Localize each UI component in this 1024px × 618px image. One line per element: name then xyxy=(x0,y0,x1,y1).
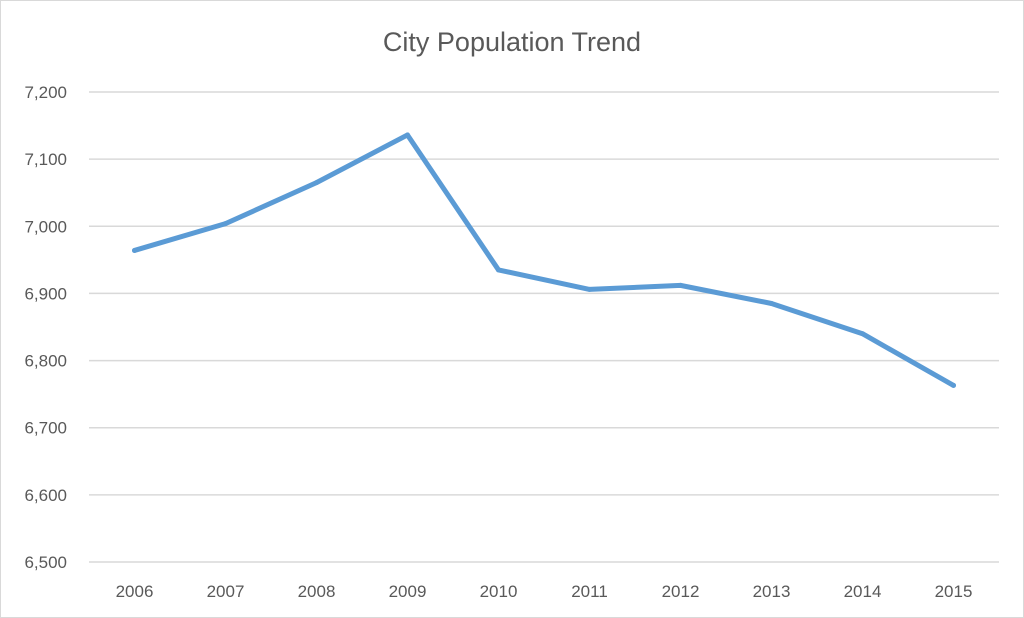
x-axis-tick-labels: 2006 2007 2008 2009 2010 2011 2012 2013 2014 2015 xyxy=(116,582,973,601)
y-tick-label: 7,100 xyxy=(24,150,67,169)
x-tick-label: 2011 xyxy=(571,582,608,601)
data-point xyxy=(314,180,319,186)
data-point xyxy=(587,286,592,292)
x-tick-label: 2010 xyxy=(480,582,518,601)
x-tick-label: 2007 xyxy=(207,582,245,601)
y-tick-label: 6,900 xyxy=(24,284,67,303)
gridlines xyxy=(89,91,999,563)
x-tick-label: 2006 xyxy=(116,582,154,601)
y-axis-tick-labels: 6,500 6,600 6,700 6,800 6,900 7,000 7,100 7,200 xyxy=(24,83,67,572)
data-point xyxy=(951,382,956,388)
data-point xyxy=(223,221,228,227)
data-point xyxy=(769,301,774,306)
y-tick-label: 6,700 xyxy=(24,419,67,438)
chart-title: City Population Trend xyxy=(383,27,641,57)
data-point xyxy=(860,331,865,337)
x-tick-label: 2013 xyxy=(753,582,791,601)
y-tick-label: 6,600 xyxy=(24,486,67,505)
y-tick-label: 7,200 xyxy=(24,83,67,102)
x-tick-label: 2012 xyxy=(662,582,700,601)
data-point xyxy=(496,267,501,273)
x-tick-label: 2008 xyxy=(298,582,336,601)
x-tick-label: 2014 xyxy=(844,582,882,601)
data-point xyxy=(405,132,410,138)
data-point xyxy=(132,247,137,253)
series-line xyxy=(132,132,956,388)
data-point xyxy=(678,282,683,288)
y-tick-label: 7,000 xyxy=(24,217,67,236)
x-tick-label: 2015 xyxy=(935,582,973,601)
y-tick-label: 6,800 xyxy=(24,352,67,371)
series-layer xyxy=(132,132,956,388)
x-tick-label: 2009 xyxy=(389,582,427,601)
y-tick-label: 6,500 xyxy=(24,553,67,572)
